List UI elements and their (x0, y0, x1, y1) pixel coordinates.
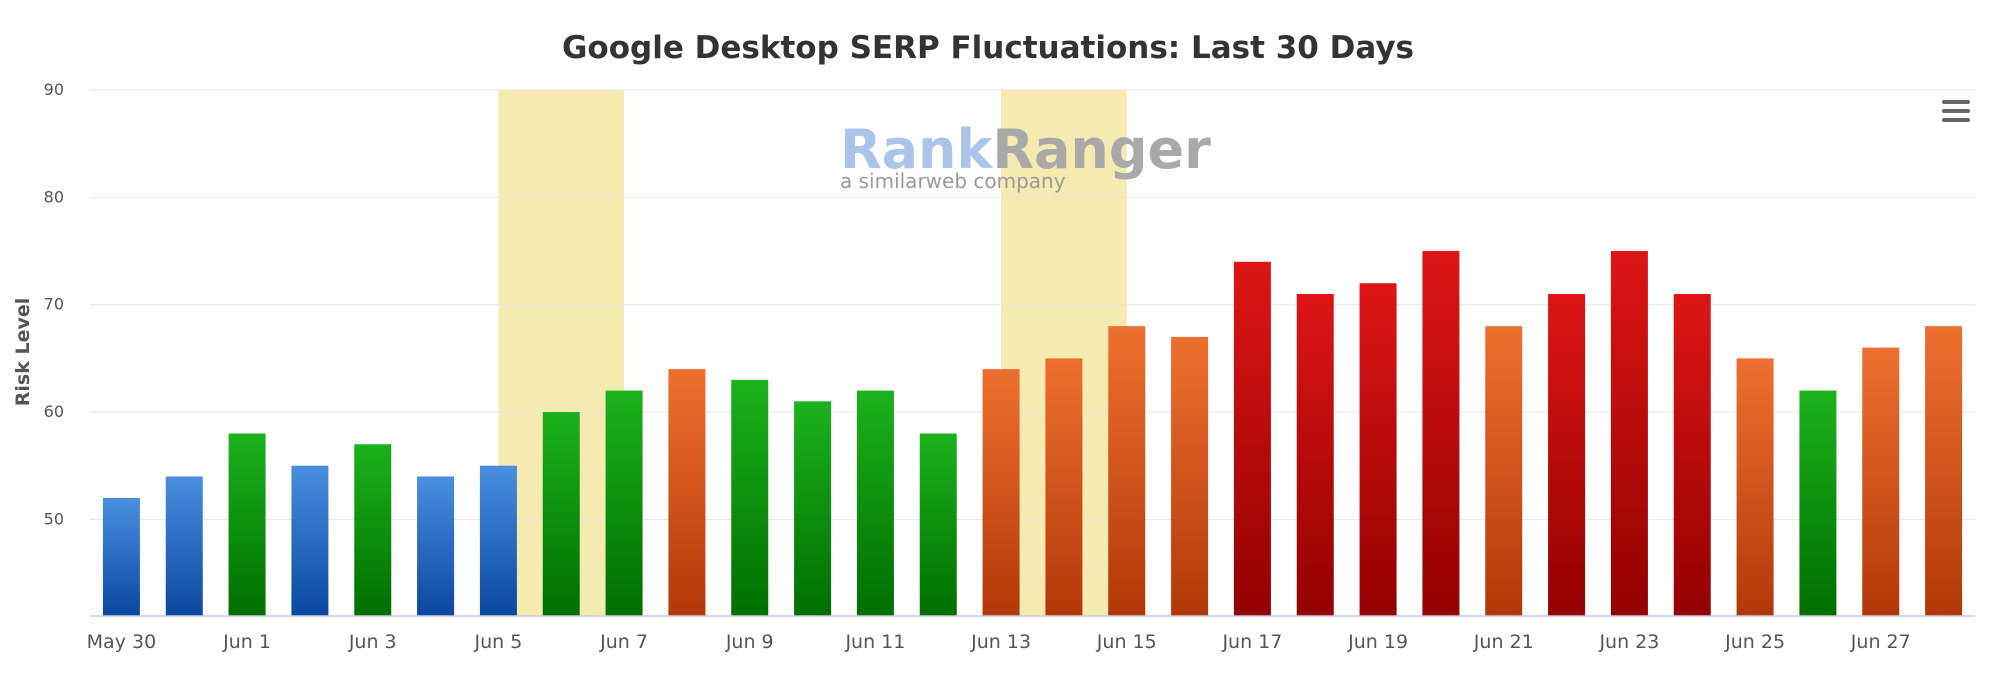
x-tick-label: May 30 (87, 631, 157, 653)
bar-jun-4[interactable] (417, 476, 455, 616)
x-tick-label: Jun 27 (1850, 631, 1911, 653)
bar-jun-28[interactable] (1925, 326, 1963, 616)
hamburger-menu-icon (1942, 100, 1970, 122)
bar-jun-8[interactable] (668, 369, 706, 616)
bar-jun-20[interactable] (1422, 251, 1460, 617)
bar-jun-7[interactable] (605, 390, 643, 616)
bar-jun-27[interactable] (1862, 347, 1900, 616)
bar-jun-12[interactable] (919, 433, 957, 616)
bars (102, 251, 1963, 617)
bar-jun-13[interactable] (982, 369, 1020, 616)
x-tick-label: Jun 7 (599, 631, 648, 653)
bar-jun-22[interactable] (1548, 293, 1586, 616)
x-tick-label: Jun 15 (1096, 631, 1157, 653)
bar-jun-17[interactable] (1233, 261, 1271, 616)
bar-jun-9[interactable] (731, 379, 769, 616)
watermark-tagline: a similarweb company (840, 169, 1066, 193)
bar-jun-5[interactable] (479, 465, 517, 616)
x-tick-label: Jun 5 (474, 631, 523, 653)
highlight-bands (498, 90, 1127, 616)
watermark-brand: RankRanger (840, 118, 1211, 181)
bar-may-31[interactable] (165, 476, 203, 616)
y-tick-label: 50 (44, 509, 64, 528)
y-tick-label: 80 (44, 187, 64, 206)
bar-may-30[interactable] (102, 497, 140, 616)
x-axis-ticks: May 30 Jun 1 Jun 3 Jun 5 Jun 7 Jun 9 Jun 11 Jun… (87, 631, 1911, 653)
watermark-brand-part2: Ranger (992, 118, 1211, 181)
watermark-brand-part1: Rank (840, 118, 993, 181)
x-tick-label: Jun 23 (1598, 631, 1659, 653)
x-tick-label: Jun 19 (1347, 631, 1408, 653)
chart-title: Google Desktop SERP Fluctuations: Last 3… (562, 30, 1414, 66)
bar-jun-10[interactable] (794, 401, 832, 616)
x-tick-label: Jun 25 (1724, 631, 1785, 653)
bar-jun-16[interactable] (1171, 336, 1209, 616)
x-tick-label: Jun 3 (348, 631, 397, 653)
y-tick-label: 60 (44, 402, 64, 421)
bar-jun-6[interactable] (542, 412, 580, 616)
chart-menu-button[interactable] (1936, 96, 1972, 126)
bar-jun-26[interactable] (1799, 390, 1837, 616)
bar-jun-14[interactable] (1045, 358, 1083, 616)
bar-jun-21[interactable] (1485, 326, 1523, 616)
x-tick-label: Jun 17 (1221, 631, 1282, 653)
y-tick-label: 70 (44, 295, 64, 314)
x-tick-label: Jun 1 (222, 631, 271, 653)
watermark: RankRanger a similarweb company (840, 118, 1211, 193)
bar-jun-19[interactable] (1359, 283, 1397, 616)
y-axis-label: Risk Level (12, 298, 34, 406)
x-tick-label: Jun 21 (1473, 631, 1534, 653)
bar-jun-24[interactable] (1673, 293, 1711, 616)
bar-jun-3[interactable] (354, 444, 392, 616)
bar-jun-2[interactable] (291, 465, 329, 616)
x-tick-label: Jun 13 (970, 631, 1031, 653)
bar-jun-18[interactable] (1296, 293, 1334, 616)
y-axis-ticks: 50 60 70 80 90 (44, 80, 64, 528)
bar-jun-11[interactable] (856, 390, 894, 616)
x-tick-label: Jun 9 (725, 631, 774, 653)
y-tick-label: 90 (44, 80, 64, 99)
bar-jun-15[interactable] (1108, 326, 1146, 616)
bar-jun-1[interactable] (228, 433, 266, 616)
bar-jun-25[interactable] (1736, 358, 1774, 616)
bar-jun-23[interactable] (1610, 251, 1648, 617)
x-tick-label: Jun 11 (844, 631, 905, 653)
gridlines (90, 89, 1975, 520)
